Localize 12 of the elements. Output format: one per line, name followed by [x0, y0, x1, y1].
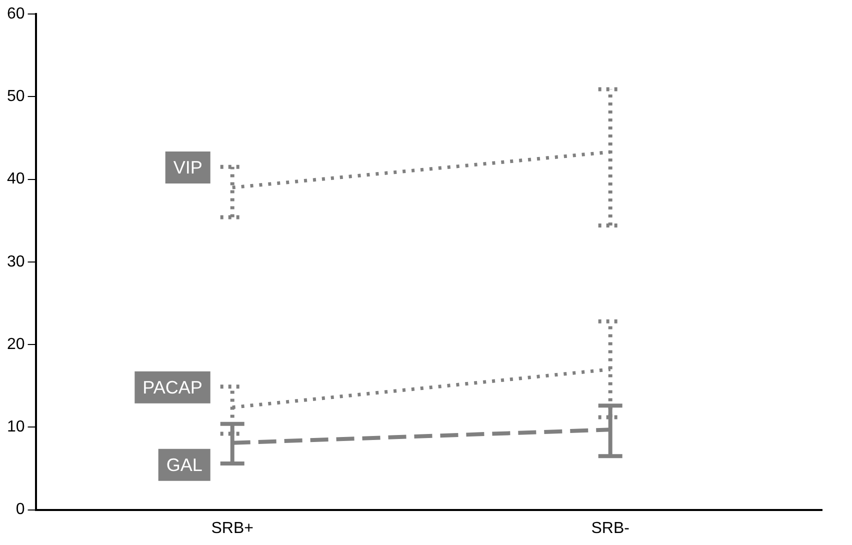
y-tick-label: 30 — [7, 253, 25, 270]
y-tick-label: 60 — [7, 5, 25, 22]
series-label: VIP — [173, 158, 202, 178]
x-tick-label: SRB- — [591, 520, 630, 537]
y-tick-label: 20 — [7, 336, 25, 353]
series-label: GAL — [166, 454, 202, 475]
y-tick-label: 10 — [7, 418, 25, 436]
y-tick-label: 40 — [7, 170, 25, 188]
y-tick-label: 0 — [16, 501, 25, 518]
x-tick-label: SRB+ — [211, 520, 254, 537]
y-tick-label: 50 — [7, 88, 25, 106]
series-label: PACAP — [142, 377, 202, 398]
